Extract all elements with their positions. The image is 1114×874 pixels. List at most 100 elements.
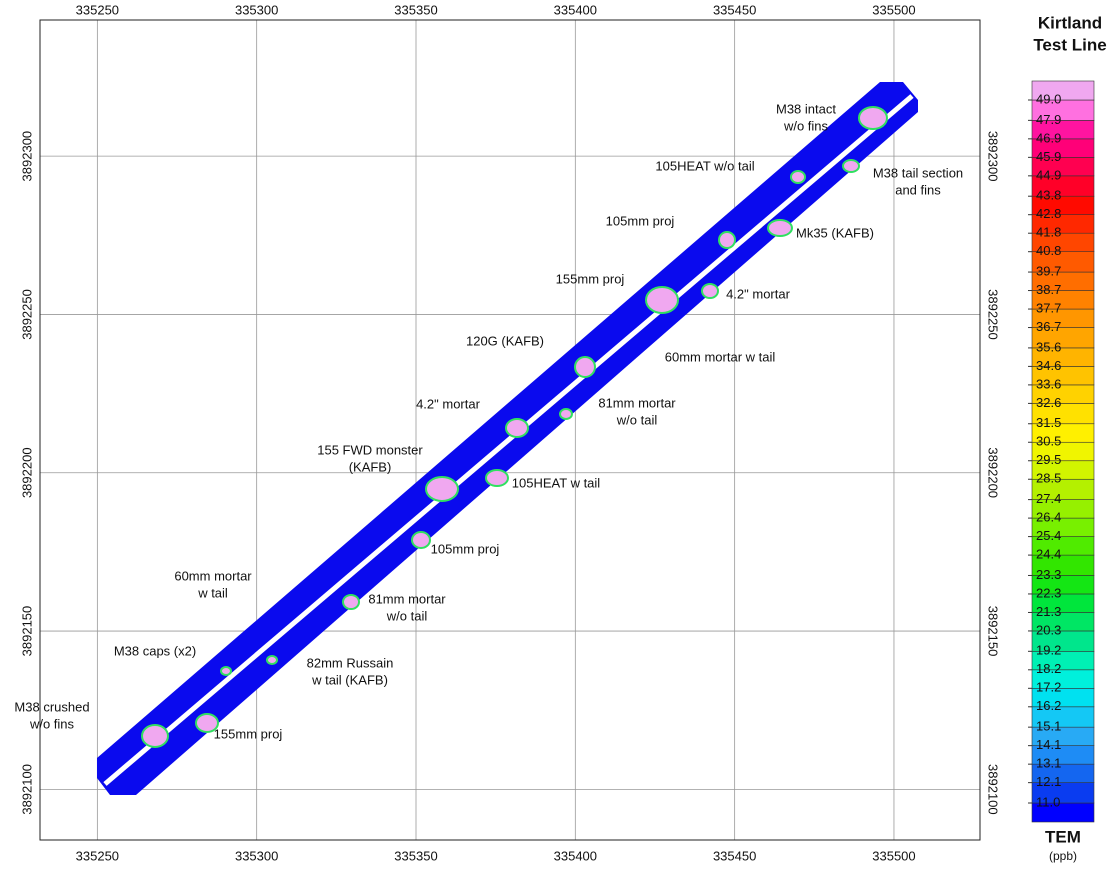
annotation: w/o tail: [386, 608, 428, 623]
y-tick-label-right: 3892150: [986, 606, 1001, 657]
x-tick-label-bottom: 335500: [872, 848, 915, 863]
annotation: w/o fins: [783, 118, 829, 133]
x-tick-label-bottom: 335300: [235, 848, 278, 863]
annotation: 4.2" mortar: [726, 286, 791, 301]
y-tick-label-right: 3892100: [986, 764, 1001, 815]
x-tick-label-top: 335250: [76, 2, 119, 17]
colorbar-label: 34.6: [1036, 358, 1061, 373]
colorbar-label: 28.5: [1036, 471, 1061, 486]
annotation: 60mm mortar: [174, 568, 252, 583]
colorbar-label: 22.3: [1036, 585, 1061, 600]
colorbar-label: 14.1: [1036, 737, 1061, 752]
x-tick-label-bottom: 335400: [554, 848, 597, 863]
colorbar-label: 12.1: [1036, 774, 1061, 789]
annotation: w/o tail: [616, 412, 658, 427]
anomaly: [858, 106, 888, 130]
annotation: 60mm mortar w tail: [665, 349, 776, 364]
anomaly: [342, 594, 360, 610]
x-tick-label-bottom: 335250: [76, 848, 119, 863]
anomaly: [220, 666, 232, 676]
annotation: M38 caps (x2): [114, 643, 196, 658]
colorbar-label: 19.2: [1036, 643, 1061, 658]
colorbar-label: 45.9: [1036, 149, 1061, 164]
colorbar-label: 29.5: [1036, 452, 1061, 467]
anomaly: [790, 170, 806, 184]
anomaly: [505, 418, 529, 438]
colorbar-label: 37.7: [1036, 300, 1061, 315]
y-tick-label-left: 3892300: [19, 131, 34, 182]
annotation: 105HEAT w/o tail: [655, 158, 754, 173]
colorbar-label: 20.3: [1036, 622, 1061, 637]
colorbar-label: 35.6: [1036, 339, 1061, 354]
y-tick-label-right: 3892300: [986, 131, 1001, 182]
plot-frame: [39, 19, 981, 841]
anomalies: [141, 106, 888, 748]
survey-centerline: [103, 94, 914, 786]
colorbar-label: 47.9: [1036, 112, 1061, 127]
colorbar-label: 42.8: [1036, 206, 1061, 221]
colorbar-unit: (ppb): [1049, 849, 1077, 863]
anomaly: [485, 469, 509, 487]
colorbar-label: 31.5: [1036, 415, 1061, 430]
x-tick-label-top: 335450: [713, 2, 756, 17]
colorbar-label: 27.4: [1036, 491, 1061, 506]
colorbar-title: Test Line: [1033, 35, 1106, 54]
colorbar-label: 21.3: [1036, 604, 1061, 619]
colorbar-label: 23.3: [1036, 567, 1061, 582]
annotation: M38 intact: [776, 101, 836, 116]
annotation: M38 crushed: [14, 699, 89, 714]
colorbar-label: 39.7: [1036, 263, 1061, 278]
anomaly: [195, 713, 219, 733]
annotation: 81mm mortar: [598, 395, 676, 410]
x-tick-label-bottom: 335350: [394, 848, 437, 863]
anomaly: [645, 286, 679, 314]
colorbar-label: 49.0: [1036, 91, 1061, 106]
anomaly: [559, 408, 573, 420]
annotation: 155mm proj: [556, 271, 625, 286]
colorbar-swatch: [1031, 80, 1095, 101]
annotation: and fins: [895, 182, 941, 197]
anomaly: [141, 724, 169, 748]
anomaly: [767, 219, 793, 237]
anomaly: [574, 356, 596, 378]
annotation: 155 FWD monster: [317, 442, 423, 457]
y-tick-label-left: 3892250: [19, 289, 34, 340]
annotation: M38 tail section: [873, 165, 963, 180]
anomaly: [266, 655, 278, 665]
colorbar-label: 38.7: [1036, 282, 1061, 297]
annotation: (KAFB): [349, 459, 392, 474]
colorbar-label: 36.7: [1036, 319, 1061, 334]
colorbar-label: 40.8: [1036, 243, 1061, 258]
y-tick-label-left: 3892150: [19, 606, 34, 657]
annotation: w/o fins: [29, 716, 75, 731]
colorbar-label: 41.8: [1036, 225, 1061, 240]
annotation: 105HEAT w tail: [512, 475, 601, 490]
anomaly: [701, 283, 719, 299]
colorbar-label: 13.1: [1036, 756, 1061, 771]
annotation: 105mm proj: [606, 213, 675, 228]
colorbar-label: 11.0: [1036, 794, 1060, 809]
y-tick-label-left: 3892100: [19, 764, 34, 815]
colorbar-label: 44.9: [1036, 167, 1061, 182]
anomaly: [425, 476, 459, 502]
anomaly: [842, 159, 860, 173]
y-tick-label-right: 3892250: [986, 289, 1001, 340]
colorbar-label: 25.4: [1036, 528, 1061, 543]
colorbar-quantity: TEM: [1045, 827, 1081, 846]
annotation: 105mm proj: [431, 541, 500, 556]
anomaly: [411, 531, 431, 549]
colorbar-label: 26.4: [1036, 510, 1061, 525]
x-tick-label-top: 335400: [554, 2, 597, 17]
colorbar-label: 33.6: [1036, 376, 1061, 391]
colorbar-label: 30.5: [1036, 434, 1061, 449]
colorbar-label: 16.2: [1036, 698, 1061, 713]
annotation: w tail (KAFB): [311, 672, 388, 687]
colorbar-label: 32.6: [1036, 395, 1061, 410]
annotation: 81mm mortar: [368, 591, 446, 606]
y-tick-label-left: 3892200: [19, 447, 34, 498]
colorbar-title: Kirtland: [1038, 13, 1102, 32]
colorbar-label: 17.2: [1036, 680, 1061, 695]
annotation: 82mm Russain: [307, 655, 394, 670]
